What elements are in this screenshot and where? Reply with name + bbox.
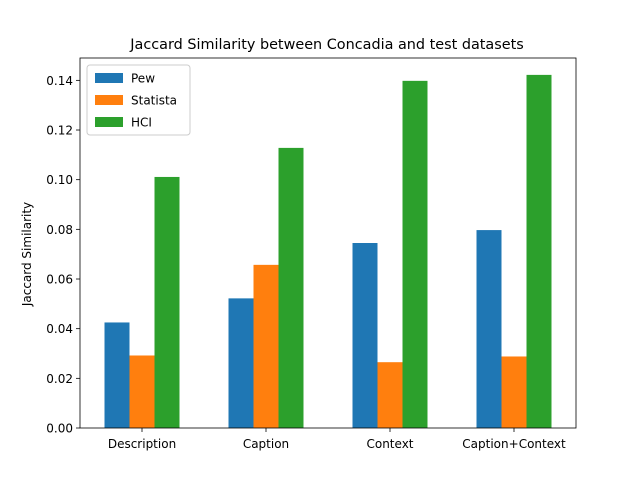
bar-hci-context	[403, 81, 428, 428]
bar-statista-description	[130, 355, 155, 428]
x-tick-label: Caption+Context	[462, 437, 566, 451]
legend-swatch-hci	[95, 117, 123, 127]
legend-swatch-statista	[95, 95, 123, 105]
bar-statista-caption-context	[502, 356, 527, 428]
bar-hci-caption	[279, 148, 304, 428]
bar-statista-context	[378, 362, 403, 428]
y-axis-label: Jaccard Similarity	[20, 202, 34, 307]
legend-swatch-pew	[95, 73, 123, 83]
x-tick-label: Context	[366, 437, 413, 451]
bar-hci-caption-context	[527, 75, 552, 428]
y-tick-label: 0.12	[46, 124, 73, 138]
chart-title: Jaccard Similarity between Concadia and …	[129, 37, 524, 53]
legend-label-statista: Statista	[131, 94, 177, 108]
bar-statista-caption	[254, 265, 279, 428]
bar-hci-description	[155, 177, 180, 428]
legend: Pew Statista HCI	[87, 65, 190, 135]
bar-pew-description	[105, 322, 130, 428]
x-tick-label: Description	[108, 437, 176, 451]
y-tick-label: 0.06	[46, 273, 73, 287]
y-tick-label: 0.02	[46, 372, 73, 386]
bar-pew-caption-context	[477, 230, 502, 428]
bar-pew-context	[353, 243, 378, 428]
legend-label-pew: Pew	[131, 72, 155, 86]
legend-label-hci: HCI	[131, 116, 152, 130]
x-tick-label: Caption	[243, 437, 289, 451]
y-tick-label: 0.10	[46, 173, 73, 187]
y-tick-label: 0.14	[46, 74, 73, 88]
y-tick-label: 0.04	[46, 322, 73, 336]
y-tick-label: 0.08	[46, 223, 73, 237]
bar-pew-caption	[229, 298, 254, 428]
y-tick-label: 0.00	[46, 422, 73, 436]
